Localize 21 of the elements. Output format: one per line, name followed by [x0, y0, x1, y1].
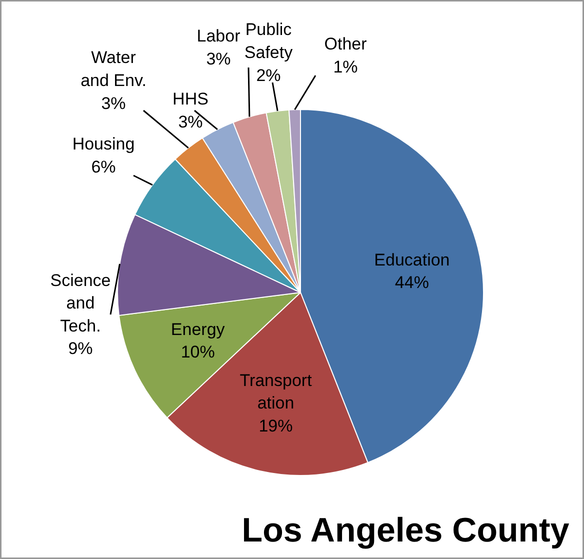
- data-label: 3%: [178, 112, 203, 132]
- data-label: 10%: [180, 342, 215, 362]
- data-label: 1%: [333, 57, 358, 76]
- slice-label: HHS: [172, 90, 208, 109]
- slice-label: Education: [374, 250, 450, 270]
- slice-label: Energy: [170, 320, 226, 339]
- slice-label: Housing: [72, 134, 135, 154]
- data-label: 2%: [256, 66, 281, 85]
- slice-label: Transport ation: [240, 370, 312, 413]
- data-label: 3%: [101, 94, 126, 113]
- data-label: 3%: [206, 49, 231, 68]
- data-label: 9%: [68, 339, 93, 358]
- data-label: 44%: [394, 273, 429, 292]
- slice-label: Labor: [196, 26, 241, 46]
- data-label: 19%: [258, 416, 293, 436]
- slice-label: Other: [324, 34, 368, 54]
- slice-label: Water and Env.: [80, 48, 146, 90]
- slice-label: Science and Tech.: [50, 270, 111, 336]
- text: Los Angeles County: [242, 512, 570, 550]
- slice-label: Public Safety: [244, 20, 294, 62]
- data-label: 6%: [91, 157, 116, 176]
